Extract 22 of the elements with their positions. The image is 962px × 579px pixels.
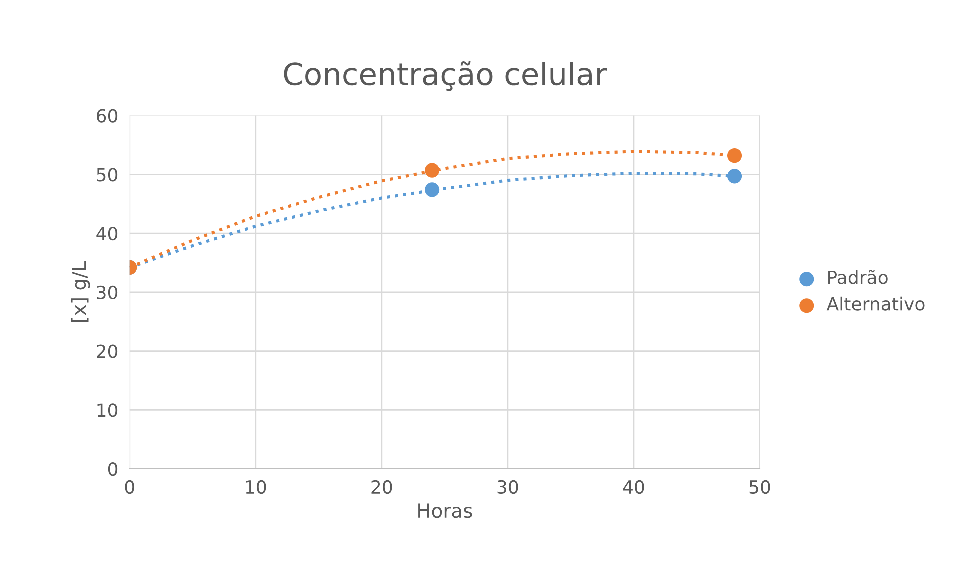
x-tick-label: 10 <box>246 480 266 494</box>
x-axis-title: Horas <box>418 504 472 518</box>
y-tick-label: 20 <box>97 344 118 358</box>
y-tick-label: 50 <box>97 168 118 182</box>
y-tick-label: 0 <box>108 462 118 476</box>
x-tick-label: 0 <box>125 480 134 494</box>
y-tick-label: 60 <box>97 109 118 123</box>
x-tick-label: 30 <box>498 480 518 494</box>
point <box>727 169 742 184</box>
point <box>425 182 440 198</box>
x-tick-label: 50 <box>750 480 770 494</box>
point <box>727 148 742 164</box>
x-tick-label: 40 <box>623 480 644 494</box>
legend-label: Padrão <box>828 270 888 284</box>
point <box>425 163 440 178</box>
y-tick-label: 40 <box>96 226 118 241</box>
chart-title: Concentração celular <box>284 62 608 92</box>
y-tick-label: 10 <box>98 404 118 418</box>
y-tick-label: 30 <box>97 286 118 300</box>
y-axis-title: [x] g/L <box>71 261 90 322</box>
x-tick-label: 20 <box>372 480 392 494</box>
legend-label: Alternativo <box>826 296 925 311</box>
